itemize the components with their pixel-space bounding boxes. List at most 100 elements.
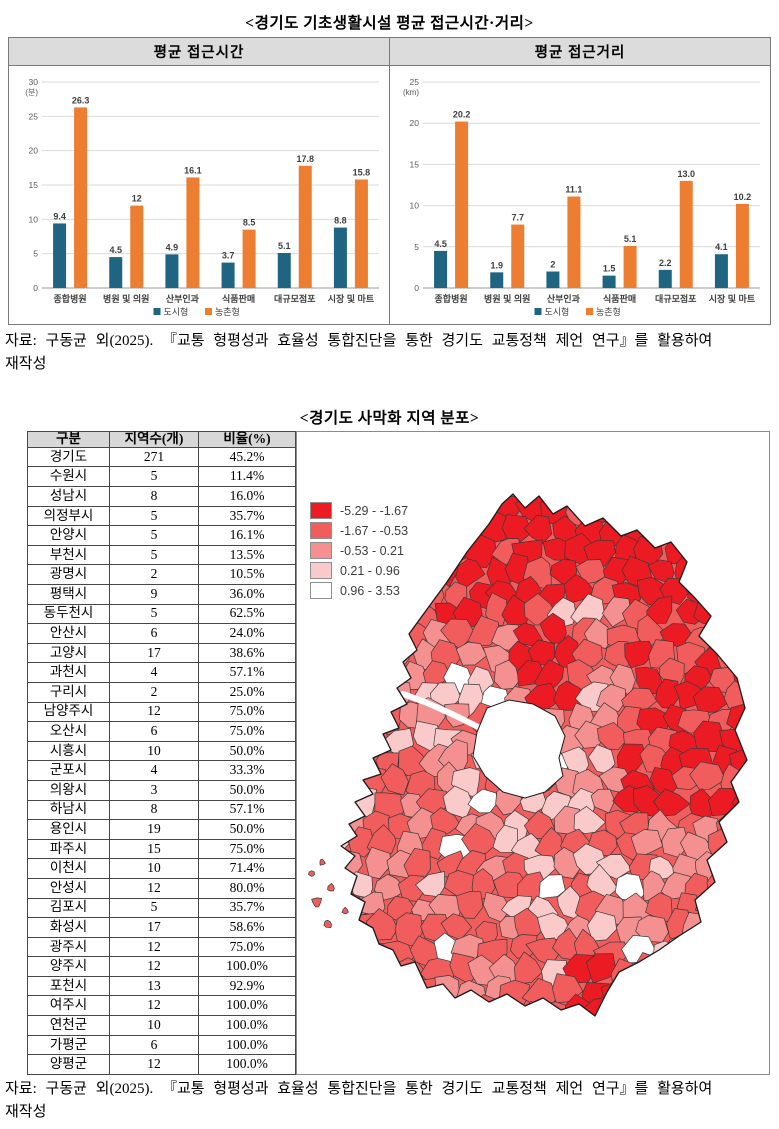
district-cell [429,494,465,502]
district-cell [360,1011,397,1016]
bar-value-label: 13.0 [677,169,695,179]
district-cell [346,997,376,1016]
access-distance-chart: 0 5 10 15 20 25(km) 4.5 20.2 종합병원 1.9 7.7 병원 및 의원 2 1… [403,77,760,317]
district-cell [735,833,747,868]
district-cell [341,722,343,755]
table-cell: 여주시 [27,995,110,1017]
table-cell: 5 [109,466,199,488]
district-cell [718,1017,746,1050]
district-cell [365,637,392,671]
district-cell [707,576,733,606]
bar [623,245,637,288]
bar [242,229,256,288]
table-cell: 12 [109,877,199,899]
map-legend-label: -0.53 - 0.21 [340,543,404,558]
table-cell: 부천시 [27,544,110,566]
table-cell: 의정부시 [27,505,110,527]
district-cell [427,515,457,543]
bar [602,275,616,288]
district-cell [708,915,741,942]
map-legend-label: 0.96 - 3.53 [340,583,400,598]
table-cell: 17 [109,642,199,664]
y-tick-label: 0 [33,283,38,293]
table-cell: 62.5% [198,603,296,625]
bar [434,250,448,288]
district-cell [341,724,360,753]
source-note-2-line1: 자료: 구동균 외(2025). 『교통 형평성과 효율성 통합진단을 통한 경… [5,1081,713,1097]
district-cell [365,846,392,879]
table-cell: 10.5% [198,564,296,585]
district-cell [724,895,747,929]
district-cell [467,615,500,647]
district-cell [461,823,498,855]
district-cell [341,958,357,985]
legend-swatch [534,308,542,315]
district-cell [407,516,443,548]
district-cell [722,511,747,544]
y-tick-label: 0 [414,283,419,293]
legend-label: 도시형 [164,307,189,317]
y-tick-label: 20 [410,118,420,128]
district-cell [538,874,566,900]
panel-title-access-time: 평균 접근시간 [153,45,245,61]
table-cell: 5 [109,525,199,546]
district-cell [359,971,392,1002]
district-cell [493,659,520,690]
table-cell: 100.0% [198,995,296,1017]
y-tick-label: 10 [410,201,420,211]
table-cell: 16.1% [198,525,296,546]
district-cell [672,974,704,1007]
table-cell: 수원시 [27,466,110,488]
district-cell [733,874,747,907]
table-cell: 13 [109,975,199,997]
gyeonggi-map-svg [305,493,748,1050]
district-cell [352,655,377,690]
table-cell: 36.0% [198,584,296,605]
district-cell [455,558,486,590]
district-cell [721,494,747,506]
y-axis-unit-label: (km) [403,88,419,97]
table-cell: 12 [109,956,199,977]
bar-value-label: 5.1 [278,241,291,251]
district-cell [587,910,618,942]
seoul-area-hole [472,699,566,799]
map-legend-swatch [310,522,332,539]
district-cell [341,830,350,856]
bar [221,262,235,288]
table-row: 여주시 12 100.0% [27,995,296,1017]
table-cell: 가평군 [27,1034,110,1056]
map-legend-row: -1.67 - -0.53 [310,522,408,539]
district-cell [432,1017,467,1048]
bar-value-label: 4.1 [715,242,728,252]
map-legend-label: 0.21 - 0.96 [340,563,400,578]
district-cell [669,494,700,501]
district-cell [553,494,586,503]
district-cell [576,494,606,503]
table-cell: 75.0% [198,936,296,958]
table-row: 용인시 19 50.0% [27,819,296,840]
district-cell [343,706,379,741]
district-cell [669,517,702,544]
table-row: 과천시 4 57.1% [27,662,296,683]
district-cell [406,553,440,587]
table-cell: 5 [109,544,199,566]
district-cell [394,912,423,946]
district-cell [585,953,617,984]
gyeonggi-outline [340,493,748,1017]
island [311,897,323,908]
access-charts-box: 평균 접근시간 평균 접근거리 0 5 10 15 20 25 30 (분) 9.4 26.3 종합… [8,37,771,325]
desertification-table: 구분 지역수(개) 비율(%) 경기도 271 45.2% 수원시 5 11.4% 성남시 8 16… [27,431,296,1075]
district-cell [701,1020,729,1050]
district-cell [341,788,354,821]
table-cell: 92.9% [198,975,296,997]
bar-value-label: 10.2 [734,192,752,202]
table-cell: 19 [109,819,199,840]
district-cell [305,1023,339,1050]
district-cell [703,535,736,564]
district-cell [645,494,676,505]
map-legend-label: -5.29 - -1.67 [340,503,409,518]
table-row: 하남시 8 57.1% [27,799,296,821]
district-cell [455,641,488,666]
district-cell [717,977,747,1009]
table-row: 동두천시 5 62.5% [27,603,296,625]
